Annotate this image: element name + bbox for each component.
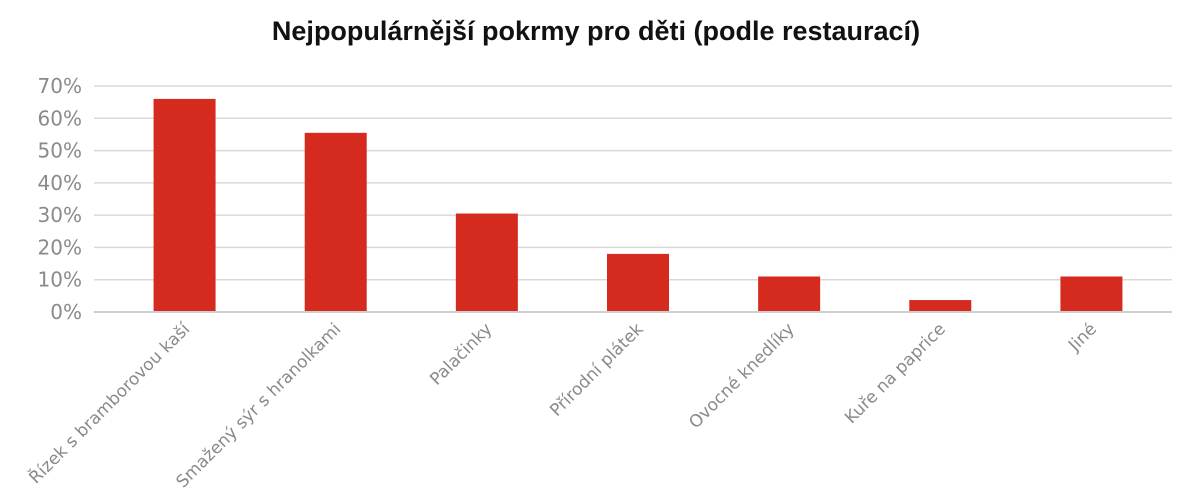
bar (758, 276, 821, 312)
y-tick-label: 30% (38, 203, 82, 227)
bar (153, 98, 216, 313)
y-axis-ticks: 0% 10% 20% 30% 40% 50% 60% 70% (38, 74, 82, 324)
bar (909, 300, 972, 312)
x-tick-label: Palačinky (426, 319, 496, 389)
x-tick-label: Ovocné knedlíky (685, 319, 798, 432)
y-tick-label: 0% (50, 300, 82, 324)
x-tick-label: Řízek s bramborovou kaší (24, 317, 195, 488)
bar (607, 253, 669, 312)
y-tick-label: 20% (38, 235, 82, 259)
y-tick-label: 40% (38, 171, 82, 195)
y-tick-label: 50% (38, 139, 82, 163)
bars (153, 98, 1123, 313)
gridlines (94, 85, 1172, 281)
y-tick-label: 70% (38, 74, 82, 98)
y-tick-label: 10% (38, 268, 82, 292)
x-tick-label: Smažený sýr s hranolkami (173, 319, 346, 492)
x-tick-label: Kuře na paprice (841, 319, 950, 428)
x-tick-label: Přírodní plátek (546, 319, 647, 420)
bar (304, 132, 367, 312)
x-tick-label: Jiné (1064, 319, 1101, 356)
bar (455, 213, 518, 312)
y-tick-label: 60% (38, 106, 82, 130)
bar (1060, 276, 1123, 312)
chart-title: Nejpopulárnější pokrmy pro děti (podle r… (272, 16, 920, 46)
